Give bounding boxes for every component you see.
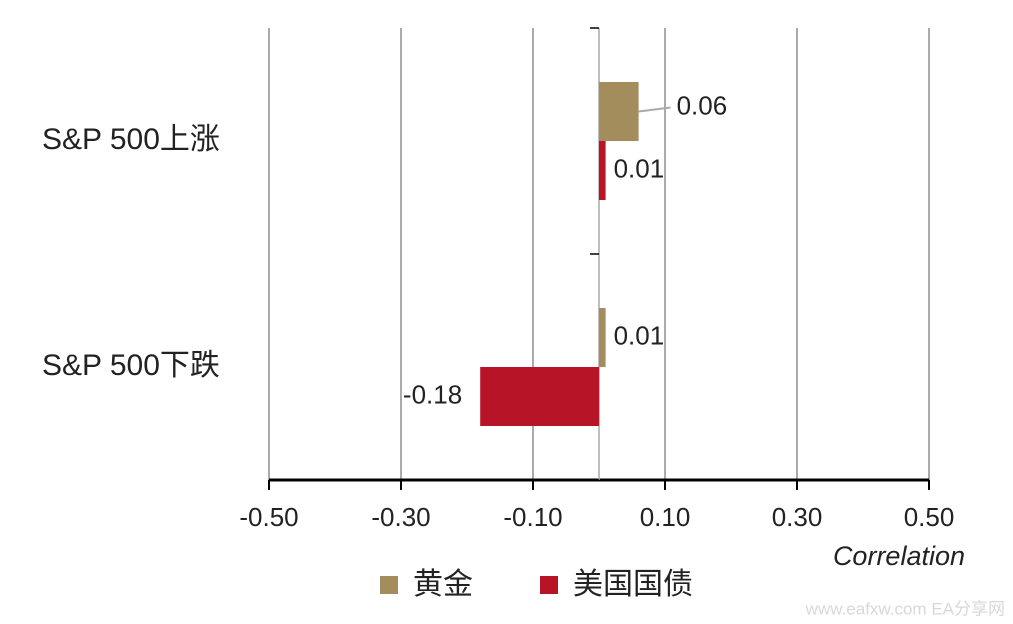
x-tick-label: 0.50 bbox=[904, 502, 955, 532]
watermark: www.eafxw.com EA分享网 bbox=[805, 599, 1005, 618]
x-tick-label: -0.50 bbox=[239, 502, 298, 532]
x-axis-label: Correlation bbox=[833, 541, 965, 571]
x-tick-label: -0.10 bbox=[503, 502, 562, 532]
legend-label: 黄金 bbox=[413, 568, 473, 601]
data-label: 0.06 bbox=[677, 90, 728, 120]
legend-label: 美国国债 bbox=[573, 568, 693, 601]
data-label: 0.01 bbox=[614, 320, 665, 350]
bar bbox=[599, 82, 639, 141]
x-tick-label: 0.10 bbox=[640, 502, 691, 532]
x-tick-label: -0.30 bbox=[371, 502, 430, 532]
legend-swatch bbox=[540, 576, 558, 594]
bar bbox=[599, 308, 606, 367]
legend-swatch bbox=[380, 576, 398, 594]
x-tick-label: 0.30 bbox=[772, 502, 823, 532]
leader-line bbox=[638, 106, 671, 113]
bar bbox=[480, 367, 599, 426]
bar bbox=[599, 141, 606, 200]
data-label: -0.18 bbox=[403, 379, 462, 409]
y-tick-label: S&P 500上涨 bbox=[42, 123, 220, 156]
data-label: 0.01 bbox=[614, 153, 665, 183]
y-tick-label: S&P 500下跌 bbox=[42, 349, 220, 382]
